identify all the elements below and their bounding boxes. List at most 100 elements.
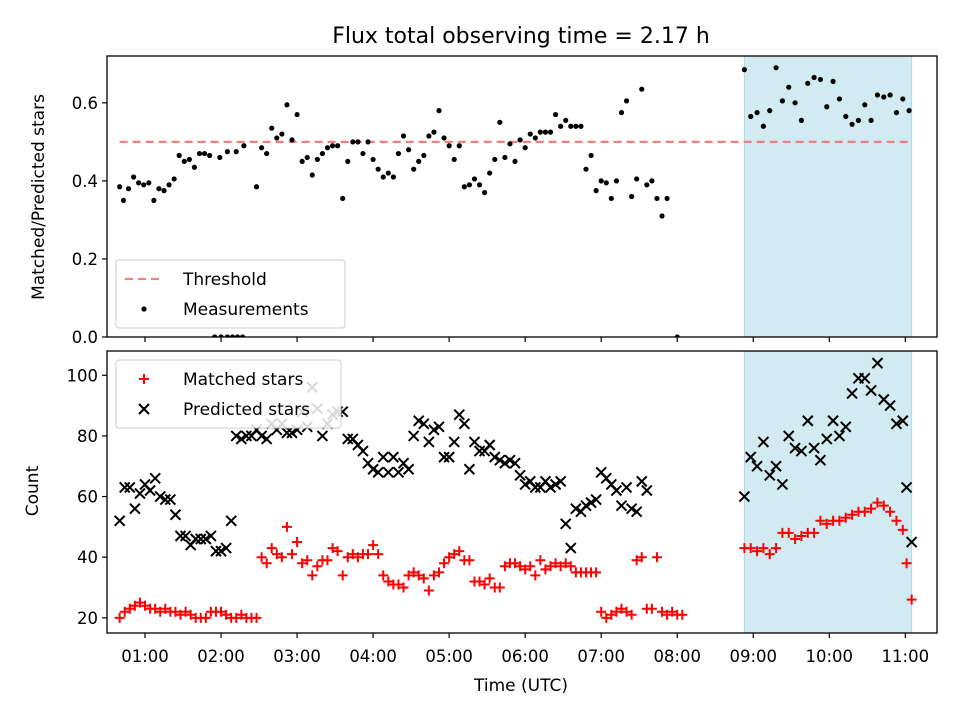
legend: Matched stars Predicted stars: [115, 359, 342, 429]
predicted-star-point: [189, 533, 202, 545]
measurement-point: [186, 156, 192, 163]
predicted-star-point: [900, 481, 913, 494]
matched-star-point: [891, 515, 902, 526]
matched-star-point: [783, 527, 794, 538]
matched-star-point: [636, 552, 647, 563]
measurement-point: [274, 135, 280, 141]
x-axis-label: Time (UTC): [473, 676, 568, 696]
measurement-point: [329, 143, 336, 149]
predicted-star-point: [514, 469, 526, 482]
matched-star-point: [378, 570, 389, 581]
matched-star-point: [307, 570, 318, 581]
matched-star-point: [236, 609, 247, 620]
measurement-point: [517, 137, 523, 143]
predicted-star-point: [179, 530, 192, 542]
predicted-star-point: [407, 430, 420, 442]
matched-star-point: [499, 561, 510, 572]
predicted-star-point: [757, 436, 770, 448]
predicted-star-point: [641, 484, 653, 497]
measurement-point: [792, 100, 798, 106]
matched-star-point: [859, 506, 870, 517]
matched-star-point: [626, 609, 637, 620]
matched-star-point: [651, 552, 662, 563]
matched-star-point: [428, 570, 439, 581]
measurement-point: [527, 131, 533, 137]
predicted-star-point: [129, 502, 141, 515]
matched-star-point: [216, 606, 227, 617]
matched-star-point: [550, 558, 561, 569]
matched-star-point: [872, 497, 883, 508]
predicted-star-point: [544, 481, 557, 494]
matched-star-point: [383, 576, 394, 587]
matched-star-point: [373, 549, 384, 560]
matched-star-point: [134, 597, 145, 608]
predicted-star-point: [387, 451, 400, 463]
measurement-point: [294, 111, 300, 118]
matched-star-point: [297, 558, 308, 569]
matched-star-point: [200, 612, 211, 623]
predicted-star-point: [443, 451, 455, 463]
measurement-point: [874, 92, 881, 98]
predicted-star-point: [169, 509, 182, 521]
matched-star-point: [591, 567, 602, 578]
measurement-point: [375, 166, 381, 172]
matched-star-point: [140, 600, 151, 611]
measurement-point: [217, 154, 223, 161]
measurement-point: [502, 154, 508, 161]
measurement-point: [900, 96, 906, 102]
measurement-point: [131, 174, 137, 180]
predicted-star-point: [423, 436, 435, 448]
predicted-star-point: [413, 415, 425, 427]
matched-star-point: [790, 534, 801, 544]
predicted-star-point: [286, 427, 298, 439]
legend-label: Threshold: [182, 270, 267, 290]
matched-star-point: [555, 561, 566, 572]
chart-title: Flux total observing time = 2.17 h: [332, 24, 710, 49]
predicted-star-point: [630, 506, 643, 518]
measurement-point: [482, 189, 488, 196]
predicted-star-point: [438, 451, 450, 463]
x-tick-label: 01:00: [121, 647, 169, 666]
matched-star-point: [752, 546, 763, 557]
measurement-point: [798, 117, 805, 123]
measurement-point: [522, 145, 528, 151]
measurement-point: [552, 111, 559, 118]
measurement-point: [441, 135, 447, 141]
predicted-star-point: [789, 442, 801, 454]
measurement-point: [532, 135, 538, 141]
legend-marker: [139, 374, 149, 384]
measurement-point: [649, 178, 655, 184]
measurement-point: [593, 188, 599, 194]
measurement-point: [350, 139, 356, 145]
predicted-star-point: [859, 372, 871, 384]
predicted-star-point: [260, 433, 273, 445]
predicted-star-point: [504, 454, 516, 466]
matched-star-point: [611, 606, 622, 617]
predicted-star-point: [210, 545, 222, 557]
measurement-point: [456, 143, 462, 149]
measurement-point: [446, 143, 452, 149]
measurement-point: [136, 180, 142, 186]
matched-star-point: [327, 543, 338, 554]
matched-star-point: [251, 612, 262, 623]
measurement-point: [395, 150, 402, 157]
measurement-point: [156, 186, 162, 192]
predicted-star-point: [615, 499, 628, 512]
predicted-star-point: [144, 484, 156, 497]
measurement-point: [583, 166, 589, 172]
predicted-star-point: [549, 478, 562, 491]
measurement-point: [578, 123, 584, 129]
measurement-point: [558, 123, 564, 129]
y-tick-label: 0.0: [72, 328, 98, 347]
measurement-point: [817, 76, 824, 83]
measurement-point: [659, 213, 665, 219]
predicted-star-point: [154, 490, 166, 503]
predicted-star-point: [802, 415, 814, 427]
predicted-star-point: [620, 481, 633, 494]
measurement-point: [436, 108, 442, 114]
measurement-point: [613, 178, 620, 184]
top-y-axis-label: Matched/Predicted stars: [29, 94, 49, 300]
matched-star-point: [418, 573, 429, 584]
predicted-star-point: [372, 466, 384, 478]
measurement-point: [269, 125, 275, 131]
